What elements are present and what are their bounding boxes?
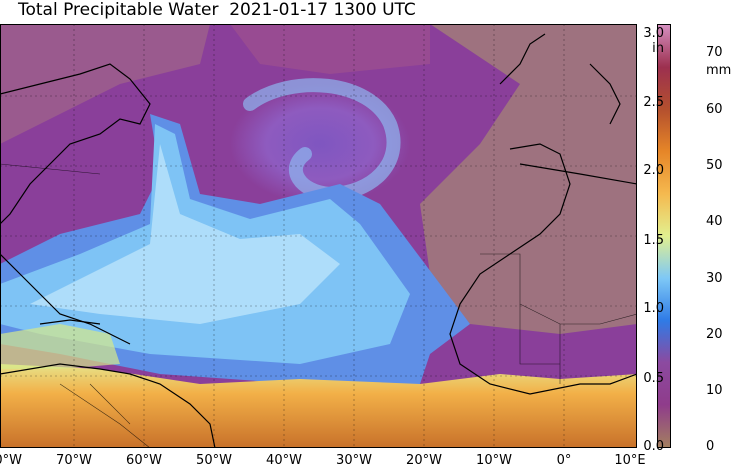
colorbar-inch-tick: 1.0 (643, 301, 664, 316)
colorbar-mm-tick: 30 (706, 271, 723, 286)
colorbar-inch-tick: 3.0 (643, 26, 664, 41)
dry-north-region (230, 24, 430, 74)
cyclone-arm (243, 78, 401, 202)
colorbar-inch-tick: 0.5 (643, 371, 664, 386)
cyclone-swirl (230, 84, 410, 204)
colorbar-mm-tick: 10 (706, 383, 723, 398)
country-borders (0, 163, 637, 448)
graticule (0, 24, 637, 448)
x-tick-label: 10°W (476, 453, 512, 468)
precipitable-water-map (0, 24, 637, 448)
dry-africa-region (420, 24, 637, 334)
colorbar-inch-tick: 0.0 (643, 439, 664, 454)
x-tick-label: 40°W (266, 453, 302, 468)
colorbar-mm-tick: 40 (706, 214, 723, 229)
x-tick-label: 70°W (56, 453, 92, 468)
map-title: Total Precipitable Water 2021-01-17 1300… (18, 0, 416, 20)
colorbar-mm-tick: 50 (706, 158, 723, 173)
x-tick-label: 50°W (196, 453, 232, 468)
moisture-plume-core (30, 144, 340, 324)
tropical-moisture-band (0, 364, 637, 448)
x-tick-label: 20°W (406, 453, 442, 468)
x-tick-label: 80°W (0, 453, 22, 468)
colorbar-inch-tick: 2.5 (643, 95, 664, 110)
colorbar-inch-tick: 2.0 (643, 163, 664, 178)
colorbar-mm-tick: 20 (706, 327, 723, 342)
caribbean-moisture (0, 324, 120, 369)
x-tick-label: 60°W (126, 453, 162, 468)
colorbar-inch-tick: 1.5 (643, 233, 664, 248)
colorbar-mm-unit: mm (706, 63, 732, 78)
map-canvas (0, 24, 637, 448)
colorbar-mm-tick: 0 (706, 439, 715, 454)
coastlines (0, 33, 637, 448)
colorbar (657, 24, 671, 448)
colorbar-inch-unit: in (652, 41, 664, 56)
colorbar-mm-tick: 70 (706, 45, 723, 60)
x-tick-label: 0° (556, 453, 572, 468)
x-tick-label: 30°W (336, 453, 372, 468)
dry-north-america-region (0, 24, 210, 144)
map-frame (0, 24, 637, 448)
colorbar-mm-tick: 60 (706, 102, 723, 117)
x-tick-label: 10°E (614, 453, 646, 468)
